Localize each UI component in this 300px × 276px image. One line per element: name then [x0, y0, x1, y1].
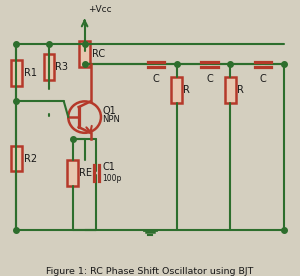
Text: +Vcc: +Vcc: [88, 5, 111, 14]
FancyBboxPatch shape: [171, 77, 182, 103]
Text: R1: R1: [24, 68, 37, 78]
FancyBboxPatch shape: [11, 60, 22, 86]
Text: C: C: [153, 73, 159, 84]
Text: C: C: [206, 73, 213, 84]
FancyBboxPatch shape: [11, 146, 22, 171]
Text: R: R: [237, 85, 244, 95]
Text: RC: RC: [92, 49, 105, 59]
Text: RE: RE: [79, 168, 92, 178]
FancyBboxPatch shape: [44, 54, 54, 80]
Text: 100p: 100p: [102, 174, 122, 183]
FancyBboxPatch shape: [79, 41, 90, 67]
FancyBboxPatch shape: [225, 77, 236, 103]
Text: R2: R2: [24, 153, 37, 163]
FancyBboxPatch shape: [68, 160, 78, 186]
Text: R3: R3: [56, 62, 68, 72]
Text: NPN: NPN: [102, 115, 120, 124]
Text: C1: C1: [102, 162, 115, 172]
Text: Figure 1: RC Phase Shift Oscillator using BJT: Figure 1: RC Phase Shift Oscillator usin…: [46, 267, 254, 276]
Text: R: R: [183, 85, 190, 95]
Text: C: C: [260, 73, 266, 84]
Text: Q1: Q1: [102, 106, 116, 116]
